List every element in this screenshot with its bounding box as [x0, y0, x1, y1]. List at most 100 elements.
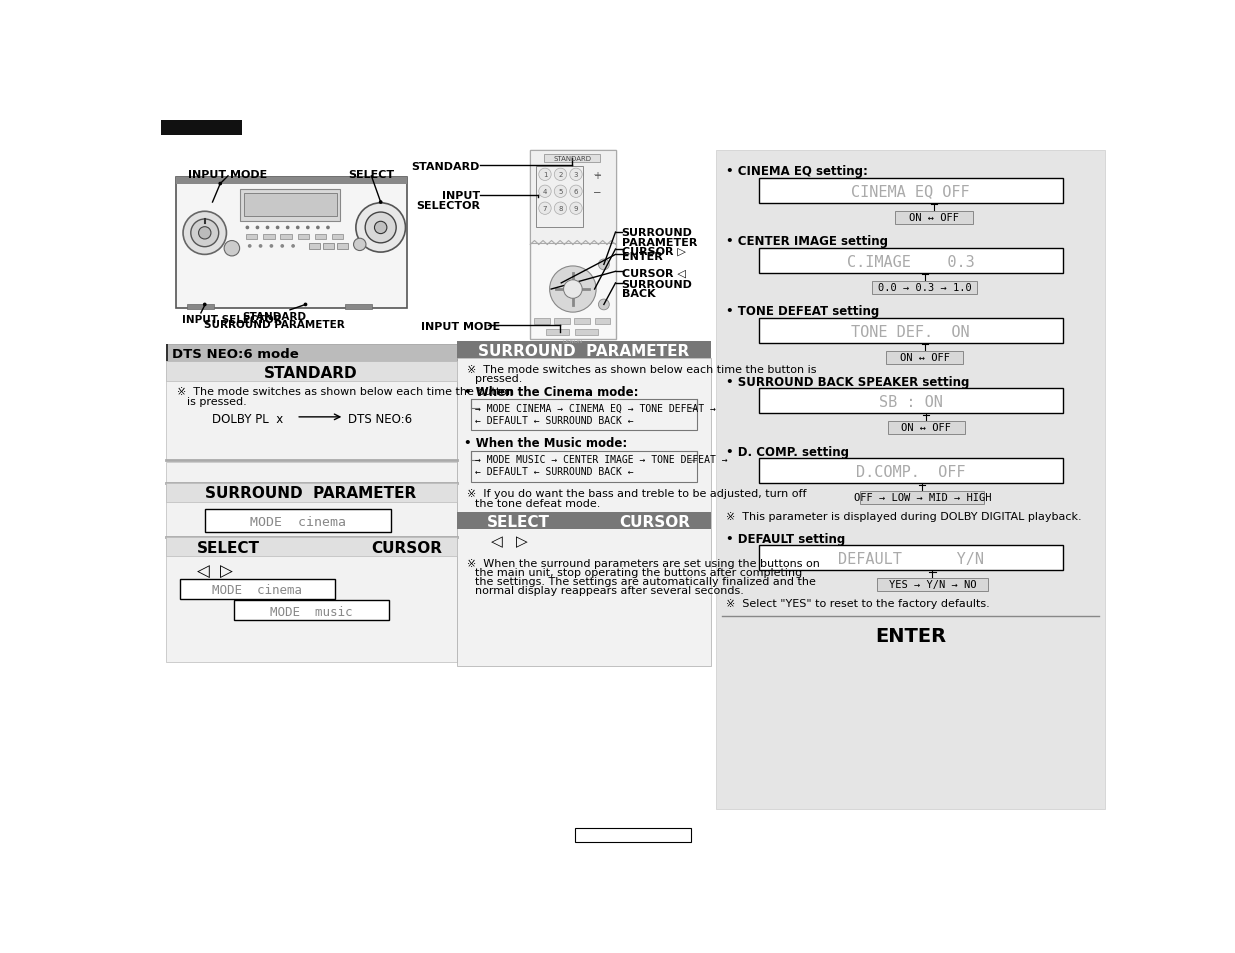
Circle shape: [306, 227, 309, 230]
Circle shape: [366, 213, 396, 244]
Circle shape: [555, 203, 567, 215]
Text: 7: 7: [542, 206, 547, 212]
Bar: [758, 546, 1062, 571]
Bar: [165, 537, 457, 557]
Text: INPUT MODE: INPUT MODE: [421, 322, 500, 332]
Bar: [345, 305, 372, 310]
Circle shape: [563, 280, 582, 299]
Bar: [165, 462, 457, 662]
Bar: [310, 244, 320, 250]
Circle shape: [282, 246, 283, 248]
Text: STANDARD: STANDARD: [411, 162, 480, 172]
Text: MODE  cinema: MODE cinema: [249, 516, 346, 528]
Text: INPUT: INPUT: [442, 192, 480, 201]
Text: SURROUND  PARAMETER: SURROUND PARAMETER: [205, 486, 416, 501]
Bar: [530, 152, 615, 244]
Text: BACK: BACK: [621, 289, 656, 299]
Circle shape: [550, 267, 597, 313]
Bar: [177, 178, 408, 184]
Text: INPUT MODE: INPUT MODE: [189, 170, 268, 180]
Bar: [240, 190, 341, 222]
Circle shape: [259, 246, 262, 248]
Bar: [758, 319, 1062, 344]
Text: 9: 9: [574, 206, 578, 212]
Bar: [587, 168, 608, 207]
Bar: [180, 579, 335, 598]
Bar: [546, 330, 569, 335]
Text: SURROUND: SURROUND: [621, 228, 693, 238]
Bar: [165, 483, 457, 503]
Bar: [161, 120, 242, 136]
Text: 3: 3: [574, 172, 578, 178]
Text: ※  When the surround parameters are set using the buttons on: ※ When the surround parameters are set u…: [468, 558, 820, 568]
Bar: [594, 319, 610, 325]
Circle shape: [270, 246, 273, 248]
Text: CURSOR: CURSOR: [619, 515, 690, 529]
Bar: [895, 212, 973, 224]
Text: OFF → LOW → MID → HIGH: OFF → LOW → MID → HIGH: [853, 493, 992, 503]
Bar: [457, 341, 711, 358]
Circle shape: [353, 239, 366, 252]
Bar: [576, 330, 599, 335]
Text: ▷: ▷: [516, 534, 527, 549]
Circle shape: [248, 246, 251, 248]
Text: CURSOR ▷: CURSOR ▷: [621, 246, 685, 256]
Text: ENTER: ENTER: [876, 626, 946, 645]
Circle shape: [569, 169, 582, 181]
Text: • When the Music mode:: • When the Music mode:: [464, 436, 627, 450]
Circle shape: [291, 246, 294, 248]
Text: normal display reappears after several seconds.: normal display reappears after several s…: [475, 586, 745, 596]
Bar: [758, 389, 1062, 414]
Bar: [471, 452, 697, 482]
Text: 2: 2: [558, 172, 563, 178]
Text: SELECTOR: SELECTOR: [416, 200, 480, 211]
Text: ON ↔ OFF: ON ↔ OFF: [900, 353, 950, 363]
Bar: [888, 421, 965, 435]
Text: ▷: ▷: [220, 562, 233, 580]
Bar: [758, 179, 1062, 204]
Text: DENON: DENON: [563, 339, 583, 344]
Text: YES → Y/N → NO: YES → Y/N → NO: [889, 579, 976, 590]
Text: pressed.: pressed.: [475, 374, 522, 383]
Text: the tone defeat mode.: the tone defeat mode.: [475, 498, 600, 508]
Bar: [877, 578, 988, 591]
Text: ENGLISH: ENGLISH: [604, 829, 662, 841]
Bar: [716, 152, 1105, 809]
Text: DEFAULT      Y/N: DEFAULT Y/N: [837, 551, 984, 566]
Circle shape: [287, 227, 289, 230]
Bar: [555, 319, 569, 325]
Bar: [872, 281, 977, 294]
Text: D.COMP.  OFF: D.COMP. OFF: [856, 464, 966, 479]
Text: −: −: [593, 188, 601, 198]
Circle shape: [257, 227, 258, 230]
Text: STANDARD: STANDARD: [242, 312, 306, 321]
Bar: [337, 244, 348, 250]
Bar: [235, 600, 389, 620]
Text: 1: 1: [542, 172, 547, 178]
Text: ※  The mode switches as shown below each time the button: ※ The mode switches as shown below each …: [177, 387, 514, 396]
Bar: [534, 319, 550, 325]
Text: • When the Cinema mode:: • When the Cinema mode:: [464, 386, 638, 399]
Text: MODE  cinema: MODE cinema: [212, 583, 303, 597]
Circle shape: [379, 202, 382, 204]
Bar: [758, 249, 1062, 274]
Text: • D. COMP. setting: • D. COMP. setting: [725, 445, 848, 458]
Circle shape: [599, 260, 609, 271]
Text: ※  Select "YES" to reset to the factory defaults.: ※ Select "YES" to reset to the factory d…: [725, 598, 989, 608]
Circle shape: [356, 204, 405, 253]
Bar: [861, 491, 984, 504]
Bar: [324, 244, 335, 250]
Text: ◁: ◁: [492, 534, 503, 549]
Text: CURSOR: CURSOR: [370, 540, 442, 556]
Circle shape: [569, 203, 582, 215]
Circle shape: [246, 227, 248, 230]
Bar: [177, 178, 408, 309]
Text: SURROUND  PARAMETER: SURROUND PARAMETER: [478, 344, 689, 358]
Bar: [574, 319, 590, 325]
Text: → MODE CINEMA → CINEMA EQ → TONE DEFEAT →: → MODE CINEMA → CINEMA EQ → TONE DEFEAT …: [475, 403, 716, 413]
Text: SB : ON: SB : ON: [879, 395, 942, 410]
Bar: [530, 152, 615, 339]
Bar: [471, 399, 697, 431]
Bar: [165, 362, 457, 381]
Text: STANDARD: STANDARD: [553, 156, 592, 162]
